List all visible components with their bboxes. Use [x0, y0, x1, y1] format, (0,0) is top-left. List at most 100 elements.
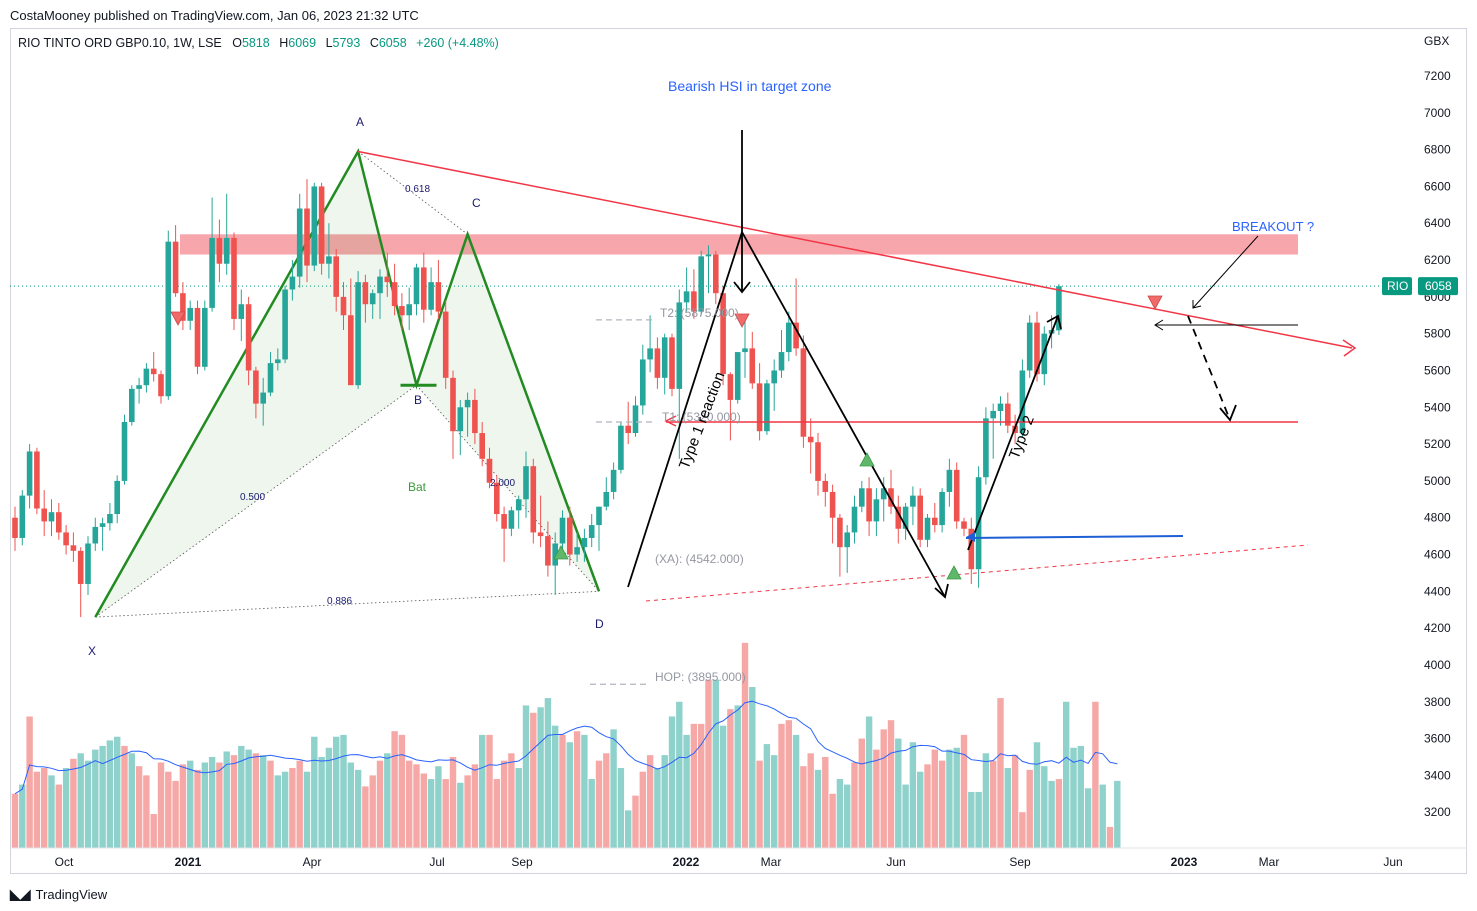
candle-body — [107, 514, 113, 524]
close-label: C — [369, 36, 379, 50]
axes-layer: GBX7200700068006600640062006000580056005… — [10, 34, 1467, 869]
resistance-trendline — [357, 150, 1353, 349]
candle-body — [121, 422, 128, 481]
candle — [902, 502, 909, 540]
candle — [661, 333, 668, 395]
buy-signal-icon — [946, 565, 962, 580]
breakout-pointer-icon — [1192, 300, 1202, 309]
volume-bar — [807, 753, 814, 848]
candle-body — [567, 517, 573, 555]
candle — [413, 263, 420, 316]
candle-body — [603, 491, 610, 507]
candle-body — [501, 514, 507, 529]
volume-bar — [296, 760, 303, 848]
candle — [318, 182, 325, 275]
candle — [1005, 392, 1011, 434]
volume-bar — [194, 769, 201, 848]
candle — [1056, 284, 1062, 335]
candle — [479, 422, 485, 467]
volume-bar — [778, 723, 785, 848]
volume-bar — [990, 760, 997, 848]
ratio-0618: 0.618 — [405, 184, 430, 195]
candle-body — [786, 322, 792, 353]
volume-bar — [150, 814, 157, 848]
sell-signal-icon — [1147, 295, 1163, 310]
volume-bar — [92, 749, 99, 848]
candle — [435, 260, 442, 319]
candle — [70, 532, 77, 562]
volume-bar — [1084, 788, 1092, 848]
candle — [180, 282, 186, 330]
candle — [362, 274, 369, 323]
candle-body — [267, 363, 274, 393]
symbol-name[interactable]: RIO TINTO ORD GBP0.10, 1W, LSE — [18, 36, 222, 50]
volume-bar — [639, 771, 646, 848]
candle — [530, 458, 537, 544]
candle-body — [56, 512, 62, 533]
downswing-line — [741, 231, 946, 598]
time-tick-label: Apr — [303, 855, 322, 869]
candle — [1026, 315, 1033, 378]
projection-dashed-line — [1187, 315, 1231, 421]
symbol-legend: RIO TINTO ORD GBP0.10, 1W, LSE O5818 H60… — [18, 36, 505, 50]
candle-body — [727, 374, 734, 400]
candle-body — [756, 383, 763, 432]
volume-bar — [997, 698, 1004, 848]
candle — [807, 418, 814, 474]
candle — [296, 193, 303, 288]
ratio-line-ac — [357, 151, 468, 235]
ratio-2000: 2.000 — [490, 478, 515, 489]
volume-bar — [931, 749, 938, 848]
candle — [172, 225, 179, 297]
volume-bar — [668, 716, 676, 848]
candle-body — [734, 352, 741, 400]
candle — [588, 514, 595, 548]
volume-bar — [135, 766, 143, 848]
candle-body — [705, 254, 712, 257]
volume-bar — [420, 773, 427, 848]
volume-bar — [340, 734, 347, 848]
candle-body — [822, 480, 829, 492]
volume-bar — [946, 749, 953, 848]
time-tick-label: Jul — [429, 855, 444, 869]
tradingview-footer[interactable]: ◣◢ TradingView — [10, 886, 107, 903]
candle — [187, 300, 193, 330]
candle-body — [596, 506, 602, 526]
symbol-badge-text: RIO — [1387, 279, 1408, 293]
volume-bar — [749, 687, 756, 848]
high-label: H — [279, 36, 289, 50]
volume-bar — [11, 793, 19, 848]
t1-arrow-icon — [664, 415, 677, 427]
candle — [713, 250, 719, 305]
candle-body — [997, 403, 1004, 411]
candle — [946, 458, 953, 507]
volume-bar — [1011, 755, 1019, 848]
volume-bar — [771, 755, 778, 848]
candle-body — [150, 368, 157, 375]
candle — [136, 377, 142, 404]
candle-body — [910, 495, 916, 507]
close-value: 6058 — [378, 36, 407, 50]
volume-bar — [1114, 780, 1121, 848]
volume-bar — [508, 753, 515, 848]
volume-bar — [924, 764, 931, 848]
candle-body — [348, 315, 354, 386]
candle — [508, 506, 515, 537]
candle-body — [136, 385, 142, 389]
drawing-layer — [10, 148, 1380, 618]
candle — [450, 370, 456, 459]
resistance-zone — [180, 234, 1298, 255]
open-value: 5818 — [241, 36, 270, 50]
vertical-arrowhead-icon — [733, 281, 751, 294]
candle — [114, 475, 120, 524]
price-tick-label: 6600 — [1424, 179, 1451, 193]
candle — [749, 331, 756, 389]
volume-bar — [719, 725, 727, 848]
candle — [676, 289, 683, 459]
volume-bar — [1004, 768, 1011, 848]
candle-body — [588, 525, 595, 538]
candle-body — [194, 307, 201, 367]
candle-body — [902, 506, 909, 529]
volume-bar — [157, 762, 165, 848]
